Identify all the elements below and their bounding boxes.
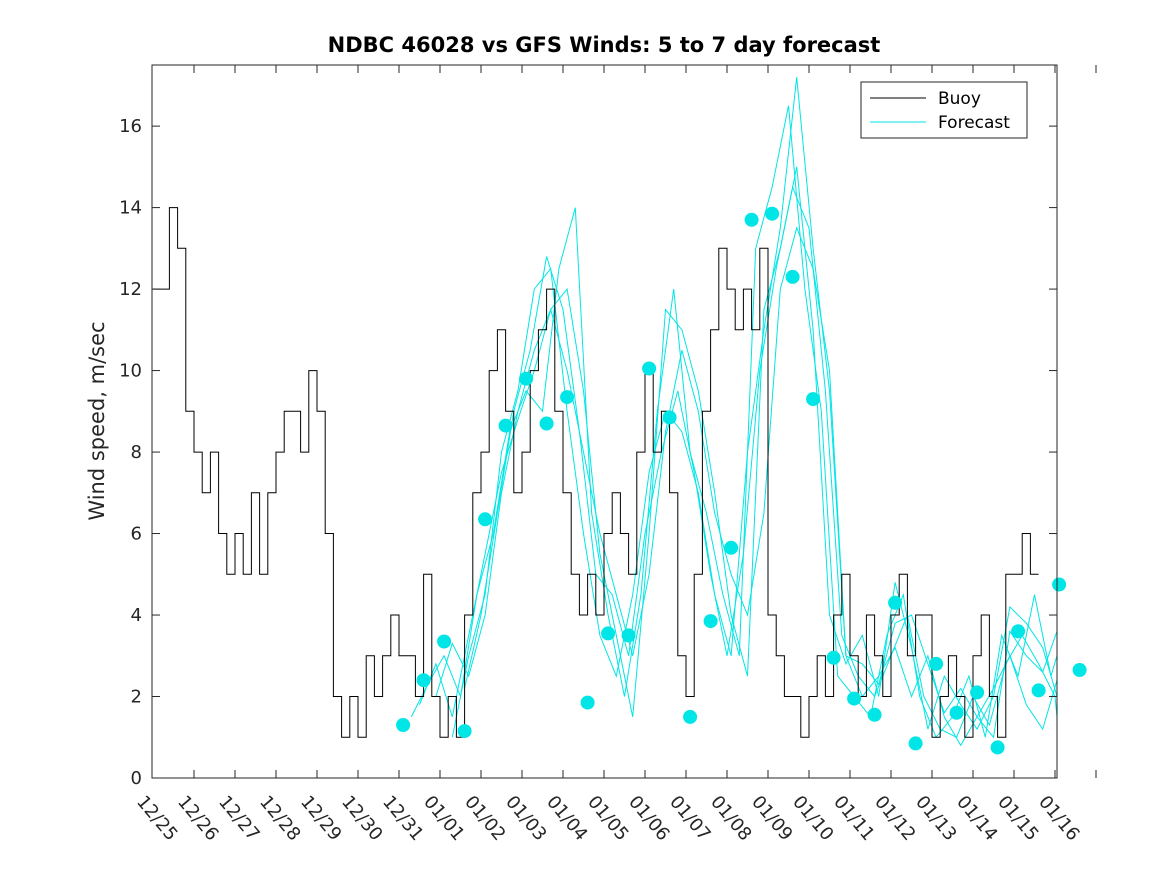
y-tick-label: 14 <box>119 198 142 219</box>
forecast-marker <box>1011 624 1026 639</box>
forecast-marker <box>744 212 759 227</box>
forecast-marker <box>990 740 1005 755</box>
forecast-marker <box>498 418 513 433</box>
marker-layer <box>396 206 1087 755</box>
y-tick-label: 16 <box>119 116 142 137</box>
forecast-marker <box>457 724 472 739</box>
forecast-marker <box>765 206 780 221</box>
forecast-marker <box>662 410 677 425</box>
forecast-marker <box>908 736 923 751</box>
forecast-marker <box>867 707 882 722</box>
forecast-marker <box>621 628 636 643</box>
forecast-marker <box>396 718 411 732</box>
y-axis-ticks: 0 2 4 6 8 10 12 14 16 <box>119 116 1057 789</box>
forecast-marker <box>970 685 985 700</box>
legend-forecast-label: Forecast <box>938 113 1010 133</box>
forecast-marker <box>437 634 452 649</box>
forecast-marker <box>601 626 616 641</box>
forecast-marker <box>806 392 821 407</box>
y-tick-label: 0 <box>131 768 142 789</box>
plot-background <box>152 65 1057 778</box>
forecast-marker <box>888 595 903 610</box>
forecast-marker <box>847 691 862 706</box>
forecast-line-2 <box>435 226 1058 739</box>
forecast-marker <box>949 705 964 720</box>
y-tick-label: 6 <box>131 524 142 545</box>
y-tick-label: 4 <box>131 605 142 626</box>
y-tick-label: 10 <box>119 361 142 382</box>
forecast-marker <box>1052 577 1067 592</box>
forecast-marker <box>683 709 698 724</box>
legend-buoy-label: Buoy <box>938 89 981 109</box>
y-tick-label: 8 <box>131 442 142 463</box>
forecast-marker <box>826 650 841 665</box>
y-axis-label: Wind speed, m/sec <box>85 321 109 520</box>
y-tick-label: 2 <box>131 687 142 708</box>
forecast-marker <box>1031 683 1046 698</box>
forecast-marker <box>703 614 718 629</box>
forecast-marker <box>642 361 657 376</box>
chart-title: NDBC 46028 vs GFS Winds: 5 to 7 day fore… <box>328 33 881 57</box>
series-layer <box>153 77 1058 758</box>
legend-box <box>860 81 1028 139</box>
forecast-marker <box>785 269 800 284</box>
forecast-marker <box>478 512 493 527</box>
forecast-line-3 <box>451 77 1058 758</box>
forecast-marker <box>724 540 739 555</box>
forecast-marker <box>560 390 575 405</box>
forecast-marker <box>929 656 944 671</box>
forecast-marker <box>539 416 554 431</box>
forecast-marker <box>416 673 431 688</box>
y-tick-label: 12 <box>119 279 142 300</box>
forecast-marker <box>519 371 534 386</box>
plot-area: 12/2512/2612/2712/2812/2912/3012/3101/01… <box>119 64 1097 845</box>
forecast-marker <box>1072 663 1087 677</box>
buoy-line <box>153 207 1039 738</box>
forecast-marker <box>580 695 595 710</box>
legend: Buoy Forecast <box>860 81 1028 139</box>
